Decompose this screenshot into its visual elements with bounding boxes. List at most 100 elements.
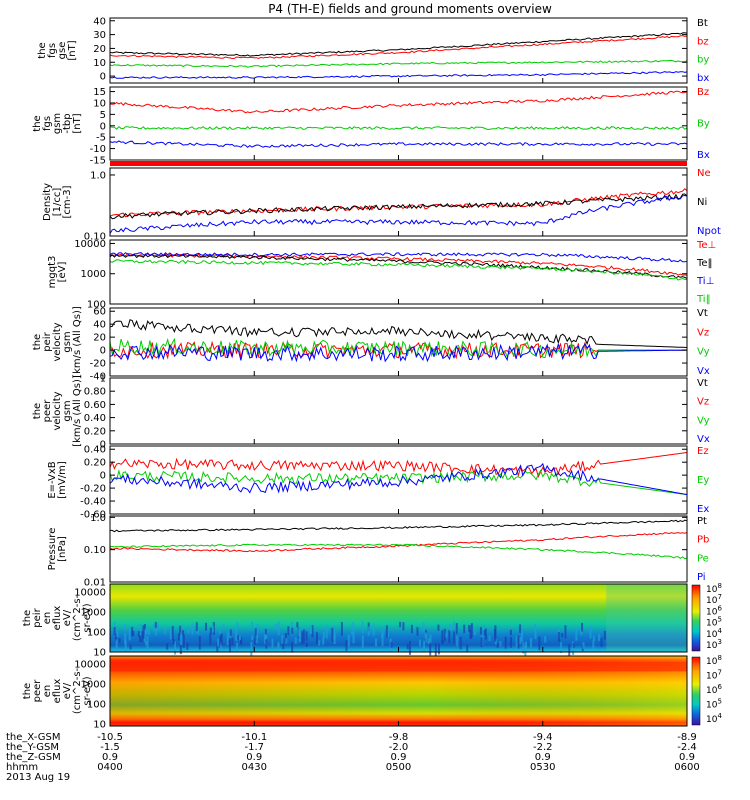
legend-entry: Pe — [697, 553, 709, 564]
spectrogram-cell — [452, 621, 455, 632]
spectrogram-cell — [600, 637, 603, 647]
spectrogram-cell — [157, 622, 160, 631]
y-axis-label-line: the — [22, 683, 33, 699]
spectrogram-cell — [131, 626, 134, 637]
legend-entry: Vx — [697, 366, 710, 377]
spectrogram-cell — [499, 641, 502, 646]
spectrogram-cell — [406, 643, 409, 650]
spectrogram-cell — [142, 625, 145, 639]
y-tick-label: 10000 — [74, 659, 106, 670]
spectrogram-cell — [222, 623, 225, 629]
legend-entry: Vy — [697, 347, 710, 358]
y-tick-label: 10 — [93, 648, 106, 659]
spectrogram-cell — [187, 626, 190, 634]
spectrogram-cell — [455, 623, 458, 634]
spectrogram-cell — [216, 642, 219, 653]
y-axis-label: mgqt3 [eV] — [47, 256, 68, 289]
spectrogram-cell — [410, 624, 413, 634]
spectrogram-cell — [254, 628, 257, 639]
colorbar-label: 104 — [706, 627, 722, 640]
legend-entry: Ey — [697, 475, 709, 486]
legend-entry: By — [697, 119, 710, 130]
legend-entry: bz — [697, 36, 709, 47]
spectrogram-cell — [386, 629, 389, 638]
spectrogram-cell — [603, 630, 606, 640]
y-axis-label: Pressure [nPa] — [47, 528, 68, 571]
spectrogram-cell — [352, 625, 355, 632]
spectrogram-cell — [568, 644, 571, 658]
spectrogram-cell — [302, 629, 305, 644]
x-axis-row-label: hhmm — [6, 762, 38, 773]
spectrogram-cell — [227, 640, 230, 646]
spectrogram-cell — [572, 642, 575, 648]
y-axis-label-line: eV/ — [62, 609, 73, 626]
spectrogram-cell — [132, 631, 135, 637]
y-tick-label: 0.20 — [84, 458, 106, 469]
spectrogram-cell — [434, 643, 437, 657]
spectrogram-cell — [174, 641, 177, 655]
x-axis-value: -9.8 — [389, 732, 409, 743]
spectrogram-cell — [209, 627, 212, 635]
y-tick-label: 1000 — [81, 607, 106, 618]
spectrogram-cell — [171, 626, 174, 640]
legend-entry: Bt — [697, 18, 708, 29]
legend-entry: Ti‖ — [696, 294, 711, 305]
spectrogram-cell — [281, 635, 284, 644]
x-axis-value: 0400 — [97, 762, 122, 773]
spectrogram-cell — [572, 641, 575, 655]
y-tick-label: 0.01 — [84, 578, 106, 589]
spectrogram-cell — [209, 633, 212, 645]
y-axis-label-line: eV/ — [62, 682, 73, 699]
spectrogram-cell — [520, 630, 523, 642]
spectrogram-cell — [177, 633, 180, 641]
legend-entry: Vz — [697, 327, 709, 338]
series-line-Bz — [109, 90, 688, 114]
y-axis-label: the peir velocity gsm [km/s (All Qs)] — [32, 306, 83, 378]
y-axis-label-line: [nT] — [67, 40, 78, 60]
x-axis-row-label: the_Z-GSM — [6, 752, 61, 763]
spectrogram-cell — [250, 641, 253, 656]
spectrogram-cell — [322, 637, 325, 645]
y-tick-label: -0.60 — [80, 510, 106, 521]
y-tick-label: -0.40 — [80, 497, 106, 508]
panel-frame — [109, 307, 688, 377]
spectrogram-cell — [519, 636, 522, 645]
spectrogram-cell — [139, 635, 142, 643]
series-line-Vt — [109, 319, 688, 348]
x-axis-value: 0.9 — [535, 752, 551, 763]
spectrogram-cell — [124, 624, 127, 630]
spectrogram-cell — [456, 635, 459, 647]
y-tick-label: 60 — [93, 307, 106, 318]
spectrogram-cell — [196, 628, 199, 635]
spectrogram-cell — [534, 627, 537, 639]
spectrogram-cell — [592, 640, 595, 650]
spectrogram-cell — [351, 630, 354, 636]
legend-entry: Ni — [697, 197, 707, 208]
spectrogram-cell — [367, 626, 370, 636]
y-axis-label-line: velocity — [52, 391, 63, 430]
series-line-Npot — [109, 194, 688, 234]
chart-title: P4 (TH-E) fields and ground moments over… — [268, 2, 552, 16]
spectrogram-cell — [372, 623, 375, 636]
x-axis-value: -10.5 — [97, 732, 123, 743]
spectrogram-cell — [240, 640, 243, 645]
y-tick-label: 0.40 — [84, 413, 106, 424]
legend-entry: Vz — [697, 397, 709, 408]
spectrogram-cell — [509, 637, 512, 648]
spectrogram-cell — [533, 623, 536, 630]
y-tick-label: 10000 — [74, 239, 106, 250]
x-axis-value: 0530 — [530, 762, 555, 773]
spectrogram-cell — [333, 632, 336, 645]
spectrogram-cell — [129, 644, 132, 650]
panel-8: Pt Pb Pe Pi 0.01 0.10 1.0 Pressure [nPa] — [47, 513, 709, 589]
spectrogram-cell — [238, 635, 241, 641]
spectrogram-cell — [437, 624, 440, 631]
spectrogram-cell — [582, 642, 585, 649]
spectrogram-cell — [437, 643, 440, 655]
y-axis-label-line: en — [42, 685, 53, 698]
y-tick-label: 0 — [100, 72, 106, 83]
spectrogram-cell — [340, 622, 343, 636]
spectrogram-cell — [558, 632, 561, 642]
spectrogram-cell — [390, 642, 393, 648]
spectrogram-cell — [560, 642, 563, 654]
